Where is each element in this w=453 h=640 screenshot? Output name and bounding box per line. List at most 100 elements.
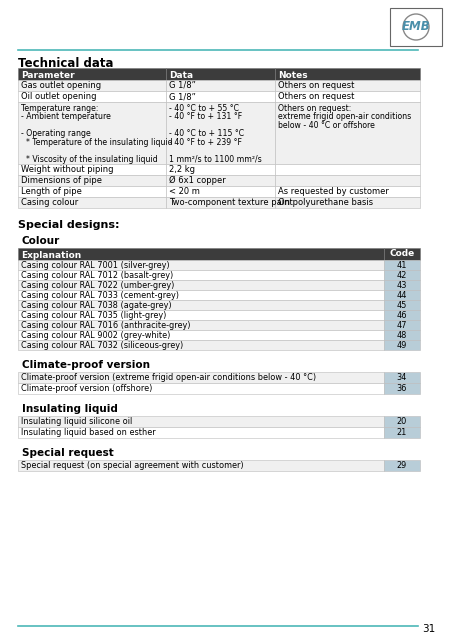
- Text: Two-component texture paint: Two-component texture paint: [169, 198, 293, 207]
- Text: * Temperature of the insulating liquid: * Temperature of the insulating liquid: [21, 138, 173, 147]
- Bar: [384, 330, 420, 340]
- Bar: [384, 427, 420, 438]
- Text: Climate-proof version (extreme frigid open-air conditions below - 40 °C): Climate-proof version (extreme frigid op…: [21, 373, 316, 382]
- Bar: [18, 91, 166, 102]
- Text: 31: 31: [422, 624, 435, 634]
- Bar: [166, 91, 275, 102]
- Text: - 40 °F to + 131 °F: - 40 °F to + 131 °F: [169, 113, 242, 122]
- Bar: [166, 175, 275, 186]
- Text: 1 mm²/s to 1100 mm²/s: 1 mm²/s to 1100 mm²/s: [169, 155, 262, 164]
- Bar: [384, 260, 420, 270]
- Text: 43: 43: [397, 280, 407, 289]
- Bar: [384, 320, 420, 330]
- Bar: [18, 460, 384, 471]
- Text: G 1/8”: G 1/8”: [169, 92, 196, 101]
- Bar: [18, 197, 166, 208]
- Text: Casing colour RAL 7012 (basalt-grey): Casing colour RAL 7012 (basalt-grey): [21, 271, 173, 280]
- Text: On polyurethane basis: On polyurethane basis: [278, 198, 373, 207]
- Text: 34: 34: [397, 373, 407, 382]
- Bar: [18, 248, 384, 260]
- Bar: [18, 416, 384, 427]
- Bar: [18, 320, 384, 330]
- Text: Casing colour RAL 7032 (siliceous-grey): Casing colour RAL 7032 (siliceous-grey): [21, 340, 183, 349]
- Bar: [166, 80, 275, 91]
- Text: Insulating liquid silicone oil: Insulating liquid silicone oil: [21, 417, 132, 426]
- Bar: [18, 310, 384, 320]
- Bar: [275, 164, 420, 175]
- Text: - 40 °C to + 55 °C: - 40 °C to + 55 °C: [169, 104, 239, 113]
- Text: Code: Code: [390, 250, 414, 259]
- Text: Others on request: Others on request: [278, 92, 354, 101]
- Bar: [18, 340, 384, 350]
- Text: Oil outlet opening: Oil outlet opening: [21, 92, 96, 101]
- Bar: [18, 300, 384, 310]
- Text: Casing colour RAL 7016 (anthracite-grey): Casing colour RAL 7016 (anthracite-grey): [21, 321, 191, 330]
- Bar: [18, 68, 166, 80]
- Text: below - 40 °C or offshore: below - 40 °C or offshore: [278, 121, 375, 130]
- Bar: [384, 310, 420, 320]
- Bar: [18, 330, 384, 340]
- Text: 20: 20: [397, 417, 407, 426]
- Text: * Viscosity of the insulating liquid: * Viscosity of the insulating liquid: [21, 155, 158, 164]
- Bar: [384, 270, 420, 280]
- Bar: [18, 186, 166, 197]
- Bar: [166, 197, 275, 208]
- Bar: [18, 372, 384, 383]
- Bar: [275, 68, 420, 80]
- Text: Special request (on special agreement with customer): Special request (on special agreement wi…: [21, 461, 244, 470]
- Text: Casing colour RAL 7033 (cement-grey): Casing colour RAL 7033 (cement-grey): [21, 291, 179, 300]
- Text: Casing colour RAL 7038 (agate-grey): Casing colour RAL 7038 (agate-grey): [21, 301, 172, 310]
- Bar: [275, 102, 420, 164]
- Text: Colour: Colour: [22, 236, 60, 246]
- Text: Insulating liquid: Insulating liquid: [22, 404, 118, 414]
- Bar: [18, 164, 166, 175]
- Text: EMB: EMB: [402, 20, 430, 33]
- Text: 2,2 kg: 2,2 kg: [169, 165, 195, 174]
- Text: Length of pipe: Length of pipe: [21, 187, 82, 196]
- Text: Technical data: Technical data: [18, 57, 114, 70]
- Text: 48: 48: [397, 330, 407, 339]
- Bar: [275, 80, 420, 91]
- Text: Insulating liquid based on esther: Insulating liquid based on esther: [21, 428, 156, 437]
- Text: 21: 21: [397, 428, 407, 437]
- Bar: [384, 290, 420, 300]
- Bar: [275, 91, 420, 102]
- Text: 46: 46: [397, 310, 407, 319]
- Bar: [166, 102, 275, 164]
- Text: Casing colour RAL 7035 (light-grey): Casing colour RAL 7035 (light-grey): [21, 310, 166, 319]
- Text: Special designs:: Special designs:: [18, 220, 120, 230]
- Text: Weight without piping: Weight without piping: [21, 165, 114, 174]
- Bar: [18, 383, 384, 394]
- Text: 45: 45: [397, 301, 407, 310]
- Text: 29: 29: [397, 461, 407, 470]
- Text: Others on request:: Others on request:: [278, 104, 351, 113]
- Bar: [18, 80, 166, 91]
- Text: As requested by customer: As requested by customer: [278, 187, 389, 196]
- Bar: [384, 416, 420, 427]
- Bar: [275, 175, 420, 186]
- Bar: [384, 248, 420, 260]
- Bar: [384, 340, 420, 350]
- Bar: [18, 175, 166, 186]
- Text: 42: 42: [397, 271, 407, 280]
- Bar: [390, 8, 442, 46]
- Text: Dimensions of pipe: Dimensions of pipe: [21, 176, 102, 185]
- Bar: [18, 280, 384, 290]
- Text: Notes: Notes: [278, 70, 308, 79]
- Text: - Ambient temperature: - Ambient temperature: [21, 113, 111, 122]
- Text: Gas outlet opening: Gas outlet opening: [21, 81, 101, 90]
- Bar: [384, 383, 420, 394]
- Bar: [384, 300, 420, 310]
- Text: Ø 6x1 copper: Ø 6x1 copper: [169, 176, 226, 185]
- Bar: [275, 197, 420, 208]
- Text: Climate-proof version: Climate-proof version: [22, 360, 150, 370]
- Text: Casing colour RAL 9002 (grey-white): Casing colour RAL 9002 (grey-white): [21, 330, 170, 339]
- Bar: [384, 372, 420, 383]
- Text: Parameter: Parameter: [21, 70, 75, 79]
- Bar: [18, 290, 384, 300]
- Text: Explanation: Explanation: [21, 250, 81, 259]
- Text: < 20 m: < 20 m: [169, 187, 200, 196]
- Text: Climate-proof version (offshore): Climate-proof version (offshore): [21, 384, 152, 393]
- Text: extreme frigid open-air conditions: extreme frigid open-air conditions: [278, 113, 411, 122]
- Bar: [18, 270, 384, 280]
